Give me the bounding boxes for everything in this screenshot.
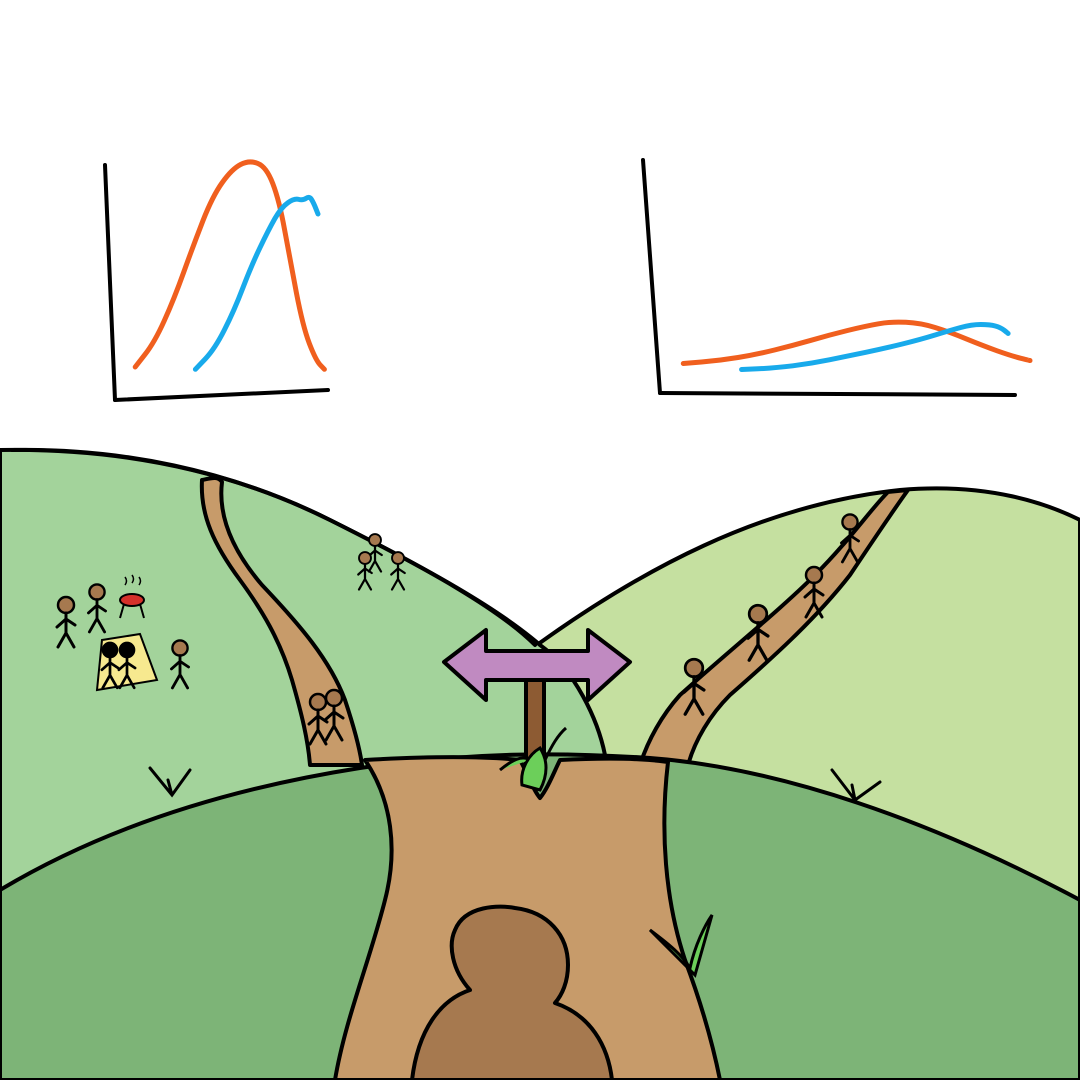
- stick-figure: [117, 641, 137, 690]
- chart-right-x-axis: [658, 391, 1017, 397]
- chart-right: [641, 158, 1033, 397]
- grass-tuft-icon: [499, 726, 568, 792]
- chart-left-x-axis: [113, 388, 330, 402]
- stick-figure: [170, 639, 190, 690]
- viewer-silhouette: [410, 904, 614, 1080]
- stick-figure: [390, 551, 406, 591]
- landscape: [0, 447, 1080, 1080]
- stick-figure: [87, 583, 107, 634]
- stick-figure: [323, 688, 345, 742]
- stick-figure: [367, 533, 383, 573]
- grass-tuft-icon: [830, 768, 882, 803]
- stick-figure: [357, 551, 373, 591]
- stick-figures: [55, 513, 860, 746]
- chart-left-y-axis: [103, 163, 117, 402]
- stick-figure: [682, 657, 706, 716]
- left-back-path: [199, 476, 364, 767]
- grass-tuft-icon: [148, 766, 192, 798]
- chart-right-series-blue: [739, 322, 1011, 372]
- stick-figure: [840, 513, 860, 564]
- stick-figure: [746, 603, 770, 662]
- stick-figure: [100, 641, 120, 690]
- stick-figure: [55, 595, 77, 649]
- grass-tuft-icon: [648, 914, 714, 978]
- chart-right-series: [680, 319, 1033, 372]
- chart-left: [103, 159, 330, 402]
- chart-left-series-blue: [192, 194, 321, 372]
- grill-icon: [119, 574, 145, 619]
- chart-right-y-axis: [641, 158, 662, 395]
- signpost: [442, 628, 632, 792]
- left-hill-ridge-line: [10, 447, 537, 647]
- chart-left-series-orange: [132, 159, 327, 372]
- signpost-double-arrow-icon: [442, 628, 632, 702]
- chart-left-series: [132, 159, 327, 372]
- stick-figure: [307, 692, 329, 746]
- chart-right-series-orange: [680, 319, 1033, 366]
- stick-figure: [803, 565, 825, 619]
